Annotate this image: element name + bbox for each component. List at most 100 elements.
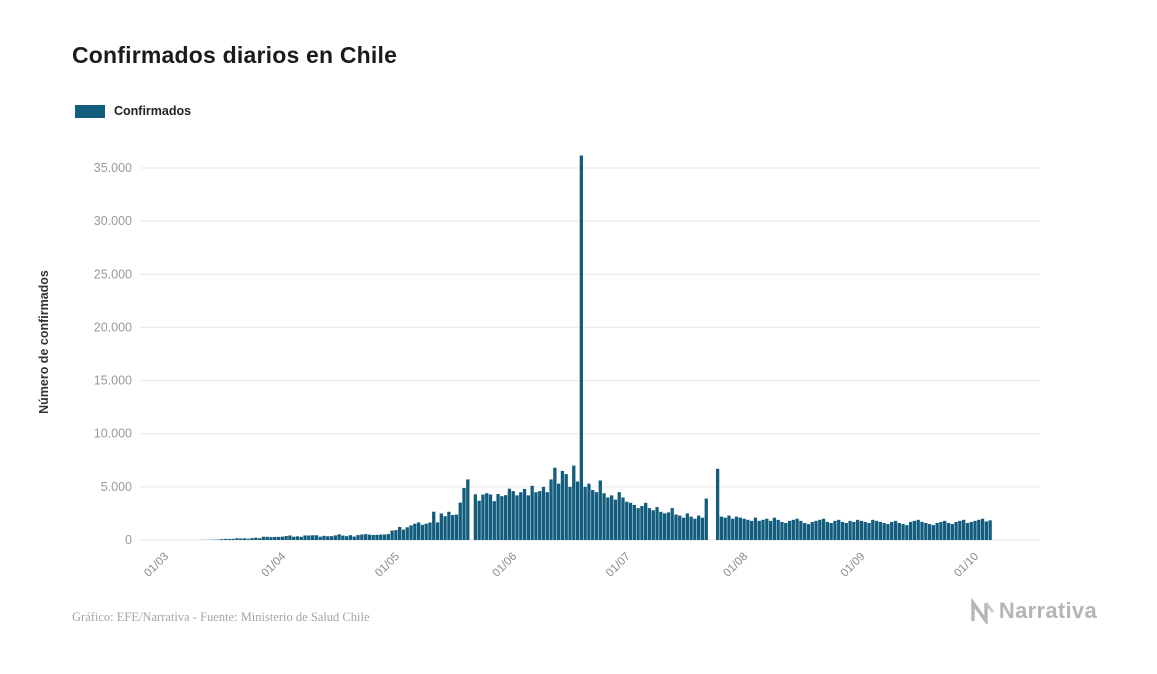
bar	[753, 517, 758, 540]
bar	[488, 494, 493, 540]
bar	[784, 522, 788, 540]
bar	[731, 518, 735, 540]
bar	[977, 519, 981, 540]
bar	[746, 519, 750, 540]
bar	[727, 515, 731, 540]
bar	[765, 518, 769, 540]
bar	[738, 517, 742, 540]
bar	[333, 535, 337, 540]
bar	[257, 538, 262, 540]
bar	[734, 516, 739, 540]
bar	[833, 520, 837, 540]
bar	[689, 516, 693, 540]
x-tick-label: 01/03	[142, 551, 171, 580]
bar	[591, 490, 595, 540]
bar	[250, 538, 254, 540]
x-tick-label: 01/06	[491, 551, 520, 580]
x-tick-label: 01/04	[260, 550, 289, 579]
bar	[662, 513, 667, 540]
y-tick-label: 35.000	[94, 161, 132, 175]
bar	[265, 536, 269, 540]
bar	[905, 525, 909, 540]
bar	[685, 513, 689, 540]
bar	[284, 536, 288, 540]
bar	[776, 519, 780, 540]
y-tick-label: 10.000	[94, 427, 132, 441]
bar	[307, 535, 311, 540]
bar	[303, 535, 307, 540]
bar	[594, 492, 599, 540]
bar	[443, 516, 447, 540]
bar	[356, 535, 360, 540]
narrativa-logo: Narrativa	[969, 598, 1097, 624]
bar	[310, 535, 315, 540]
bar	[757, 520, 761, 540]
bar	[583, 486, 587, 540]
bar	[481, 494, 485, 540]
bar	[413, 523, 417, 540]
bar	[946, 522, 951, 540]
bar	[821, 518, 826, 540]
bar	[719, 516, 724, 540]
bar	[867, 522, 871, 540]
bar	[969, 521, 973, 540]
bar	[852, 521, 856, 540]
bar	[644, 502, 648, 540]
bar	[931, 525, 936, 540]
bar	[617, 492, 621, 540]
bar	[348, 535, 353, 540]
x-tick-label: 01/05	[373, 551, 402, 580]
bar	[466, 479, 470, 540]
bar	[492, 501, 496, 540]
bar	[405, 527, 409, 540]
bar	[882, 522, 886, 540]
bar	[273, 536, 277, 540]
bar	[337, 534, 341, 540]
bar	[704, 498, 708, 540]
bar	[742, 518, 746, 540]
bar	[288, 535, 292, 540]
bar	[916, 519, 920, 540]
bar	[958, 520, 962, 540]
bar	[961, 519, 966, 540]
x-tick-label: 01/10	[952, 551, 981, 580]
bar	[223, 538, 228, 540]
bar	[439, 513, 443, 540]
bar	[640, 505, 644, 540]
bar	[231, 538, 235, 540]
bar	[897, 522, 901, 540]
bar	[700, 517, 705, 540]
bar	[587, 483, 591, 540]
bar	[893, 520, 898, 540]
bar	[553, 467, 557, 540]
bar	[848, 520, 852, 540]
bar	[579, 155, 583, 540]
bar	[901, 524, 905, 540]
bar	[428, 522, 432, 540]
bar	[950, 524, 954, 540]
bar	[886, 524, 890, 540]
bar	[500, 496, 504, 540]
legend-swatch-confirmados	[75, 104, 105, 118]
bar	[352, 536, 356, 540]
y-tick-label: 15.000	[94, 374, 132, 388]
bar	[602, 493, 606, 540]
bar	[276, 536, 281, 540]
bar	[647, 508, 652, 540]
bar	[988, 520, 992, 540]
bar	[723, 517, 727, 540]
bar	[606, 497, 610, 540]
bar	[859, 520, 864, 540]
bar	[890, 521, 894, 540]
x-tick-label: 01/08	[721, 551, 750, 580]
bar	[768, 520, 773, 540]
bar	[451, 514, 455, 540]
bar	[420, 524, 425, 540]
narrativa-logo-text: Narrativa	[998, 598, 1097, 623]
bar	[295, 536, 300, 540]
bar	[292, 536, 296, 540]
bar	[235, 538, 239, 540]
bar	[477, 500, 481, 540]
bar	[326, 536, 330, 540]
bar	[545, 492, 549, 540]
